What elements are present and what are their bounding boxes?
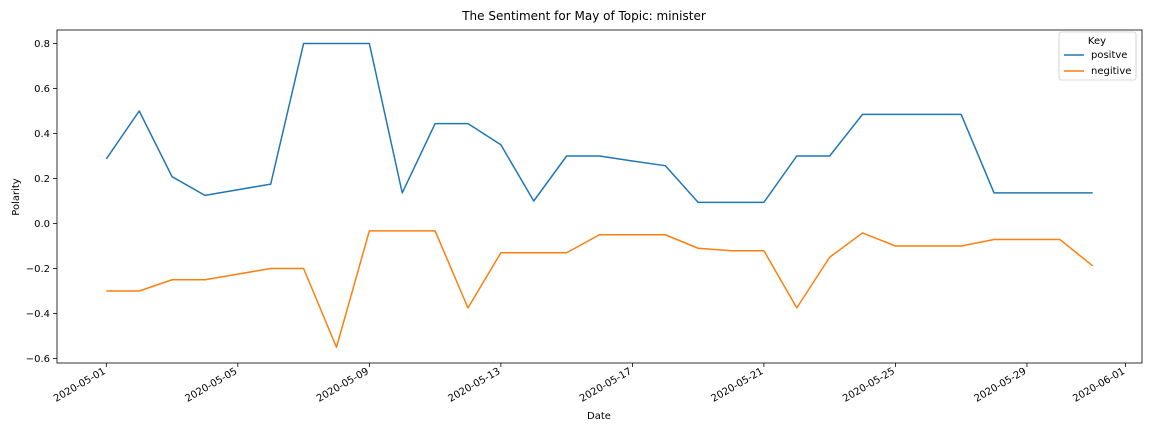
x-tick-label: 2020-05-13 xyxy=(447,366,503,405)
x-tick-label: 2020-06-01 xyxy=(1071,366,1127,405)
y-axis: −0.6 −0.4 −0.2 0.0 0.2 0.4 0.6 0.8 xyxy=(26,39,57,365)
y-tick-label: 0.2 xyxy=(34,174,50,185)
legend-label-positve: positve xyxy=(1091,50,1127,61)
y-tick-label: 0.4 xyxy=(34,129,50,140)
x-axis: 2020-05-01 2020-05-05 2020-05-09 2020-05-13… xyxy=(52,363,1127,405)
y-tick-label: −0.2 xyxy=(26,264,50,275)
x-axis-label: Date xyxy=(587,411,611,422)
y-tick-label: 0.0 xyxy=(34,219,50,230)
legend-label-negitive: negitive xyxy=(1091,66,1131,77)
series-line-negitive xyxy=(106,230,1094,348)
y-tick-label: −0.4 xyxy=(26,309,50,320)
plot-area xyxy=(56,29,1143,364)
series-lines xyxy=(105,42,1094,348)
x-tick-label: 2020-05-21 xyxy=(710,366,766,405)
legend: Key positve negitive xyxy=(1058,31,1137,81)
x-tick-label: 2020-05-05 xyxy=(183,366,239,405)
y-axis-label: Polarity xyxy=(11,178,22,216)
legend-title: Key xyxy=(1088,36,1106,47)
x-tick-label: 2020-05-17 xyxy=(578,366,634,405)
y-tick-label: −0.6 xyxy=(26,354,50,365)
legend-box xyxy=(1058,31,1137,81)
chart-title: The Sentiment for May of Topic: minister xyxy=(461,9,706,23)
y-tick-label: 0.8 xyxy=(34,39,50,50)
x-tick-label: 2020-05-09 xyxy=(315,366,371,405)
x-tick-label: 2020-05-29 xyxy=(973,366,1029,405)
x-tick-label: 2020-05-25 xyxy=(841,366,897,405)
series-line-positve xyxy=(105,42,1093,204)
x-tick-label: 2020-05-01 xyxy=(52,366,108,405)
y-tick-label: 0.6 xyxy=(34,84,50,95)
